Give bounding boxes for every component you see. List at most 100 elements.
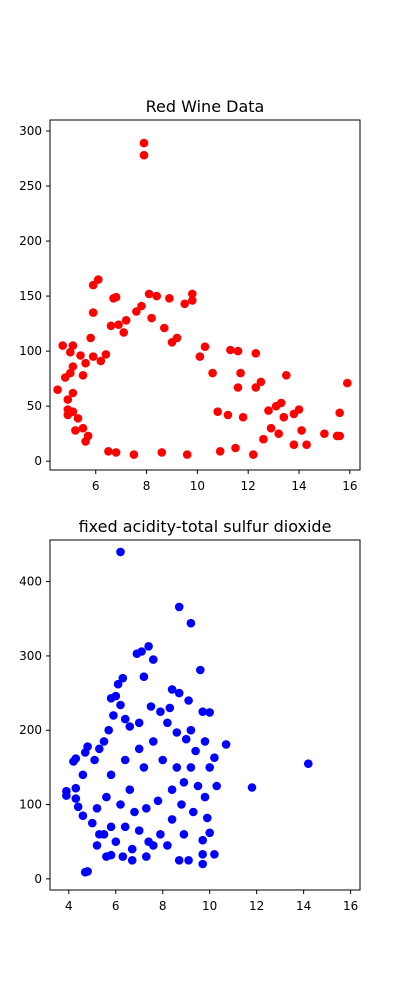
data-point xyxy=(92,841,102,850)
data-point xyxy=(113,679,123,689)
data-point xyxy=(335,408,345,418)
data-point xyxy=(157,448,167,457)
data-point xyxy=(332,431,342,441)
y-tick-label: 400 xyxy=(19,575,42,589)
data-point xyxy=(71,426,80,435)
y-tick-label: 100 xyxy=(19,344,42,358)
data-point xyxy=(210,850,219,859)
data-point xyxy=(320,429,329,439)
data-point xyxy=(184,696,193,705)
data-point xyxy=(186,763,196,772)
data-point xyxy=(78,770,88,780)
data-point xyxy=(238,412,248,422)
data-point xyxy=(195,352,205,361)
data-point xyxy=(119,328,128,337)
data-point xyxy=(226,345,235,355)
data-point xyxy=(99,737,109,746)
data-point xyxy=(179,830,189,839)
data-point xyxy=(114,320,123,330)
data-point xyxy=(78,371,88,380)
data-point xyxy=(200,737,210,746)
data-point xyxy=(116,800,125,809)
x-tick-label: 4 xyxy=(65,899,73,913)
data-point xyxy=(109,294,118,303)
x-tick-label: 8 xyxy=(143,479,151,493)
data-point xyxy=(139,138,149,148)
data-point xyxy=(144,642,153,651)
y-tick-label: 0 xyxy=(34,872,42,886)
data-point xyxy=(88,308,98,317)
data-point xyxy=(153,796,163,806)
data-point xyxy=(343,378,352,388)
data-point xyxy=(282,371,291,380)
data-point xyxy=(215,447,225,456)
point-layer xyxy=(53,138,352,459)
data-point xyxy=(58,341,67,350)
data-point xyxy=(116,547,125,557)
data-point xyxy=(200,342,210,352)
data-point xyxy=(118,673,128,683)
data-point xyxy=(188,296,197,305)
data-point xyxy=(116,700,125,710)
data-point xyxy=(210,753,219,762)
chart-title: fixed acidity-total sulfur dioxide xyxy=(79,517,332,536)
data-point xyxy=(90,755,99,765)
data-point xyxy=(179,778,189,787)
data-point xyxy=(167,815,177,824)
data-point xyxy=(94,275,103,284)
point-layer xyxy=(62,547,313,877)
data-point xyxy=(66,347,75,357)
data-point xyxy=(95,744,104,754)
x-tick-label: 6 xyxy=(112,899,120,913)
data-point xyxy=(172,728,182,737)
data-point xyxy=(102,852,111,861)
data-point xyxy=(188,289,197,299)
chart-title: Red Wine Data xyxy=(146,97,265,116)
data-point xyxy=(264,406,273,415)
data-point xyxy=(120,714,130,724)
data-point xyxy=(121,316,131,325)
data-point xyxy=(198,850,207,859)
data-point xyxy=(137,647,146,656)
data-point xyxy=(259,434,268,444)
data-point xyxy=(86,333,95,343)
x-tick-label: 12 xyxy=(241,479,256,493)
data-point xyxy=(251,383,261,392)
data-point xyxy=(88,818,97,828)
data-point xyxy=(167,685,177,694)
data-point xyxy=(111,448,121,457)
data-point xyxy=(198,859,207,869)
data-point xyxy=(163,841,172,850)
data-point xyxy=(236,368,245,378)
data-point xyxy=(174,602,184,612)
data-point xyxy=(193,781,203,791)
data-point xyxy=(163,718,172,728)
data-point xyxy=(106,321,116,331)
data-point xyxy=(101,350,111,359)
y-tick-label: 50 xyxy=(27,399,42,413)
data-point xyxy=(146,702,156,711)
data-point xyxy=(71,783,81,793)
data-point xyxy=(182,450,192,459)
data-point xyxy=(160,323,169,333)
data-point xyxy=(251,349,261,358)
data-point xyxy=(144,289,154,299)
data-point xyxy=(118,852,128,861)
data-point xyxy=(186,618,196,628)
data-point xyxy=(174,688,184,698)
data-point xyxy=(247,783,257,792)
data-point xyxy=(132,307,141,316)
x-tick-label: 16 xyxy=(342,479,357,493)
data-point xyxy=(134,744,144,754)
data-point xyxy=(233,346,243,356)
data-point xyxy=(181,734,191,744)
x-tick-label: 8 xyxy=(159,899,167,913)
data-point xyxy=(184,856,193,865)
data-point xyxy=(102,792,111,802)
data-point xyxy=(167,338,177,347)
data-point xyxy=(130,807,139,817)
data-point xyxy=(205,828,214,838)
data-point xyxy=(71,794,81,803)
y-tick-label: 200 xyxy=(19,723,42,737)
